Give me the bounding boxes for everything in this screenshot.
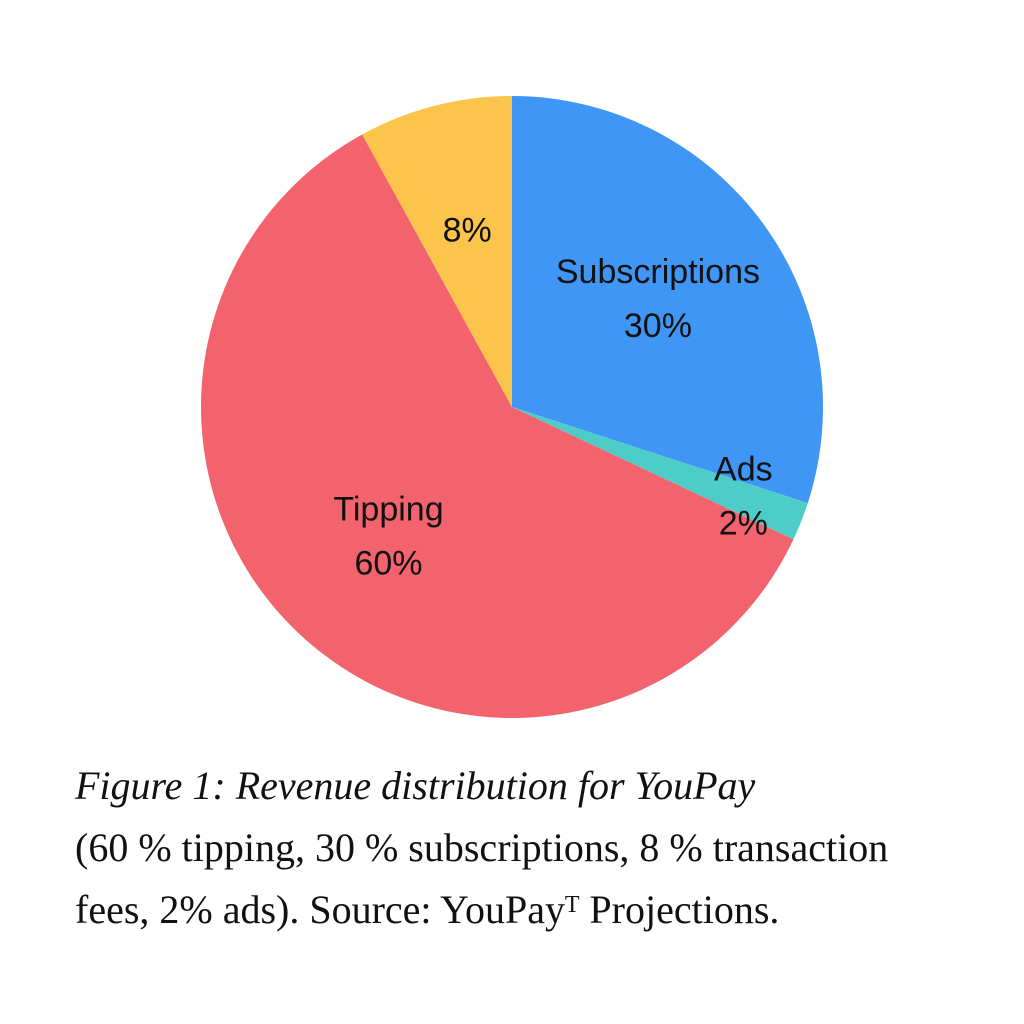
value-label: 8% [443, 211, 492, 249]
slice-label: Subscriptions [556, 253, 760, 291]
pie-slice [200, 134, 794, 719]
value-label: 30% [624, 307, 692, 345]
pie-slice [362, 96, 512, 407]
caption-title: Figure 1: Revenue distribution for YouPa… [75, 763, 756, 808]
slice-label: Ads [714, 451, 773, 489]
caption-text: (60 % tipping, 30 % subscriptions, 8 % t… [75, 825, 889, 932]
pie-slice [512, 407, 808, 540]
pie-slice [512, 96, 823, 504]
chart: Subscriptions 30% Ads 2% Tipping 60% 8% [200, 96, 823, 719]
caption: Figure 1: Revenue distribution for YouPa… [75, 755, 965, 941]
value-label: 2% [719, 505, 768, 543]
value-label: 60% [354, 544, 422, 582]
slice-label: Tipping [333, 490, 443, 528]
